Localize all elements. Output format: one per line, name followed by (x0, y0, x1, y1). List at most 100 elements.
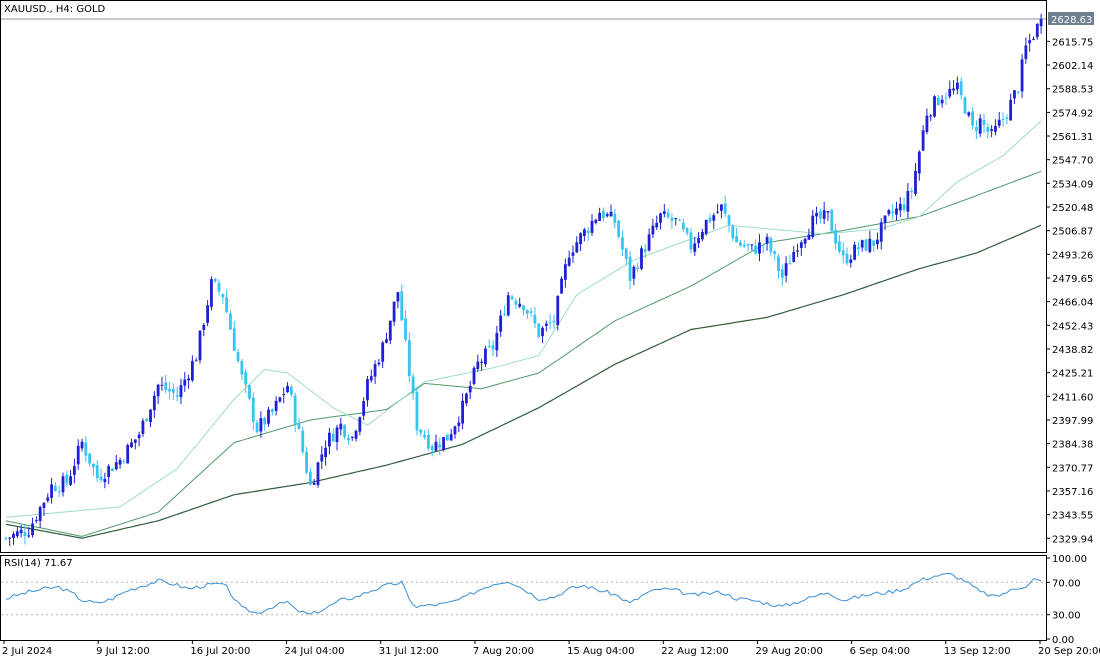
candle (807, 228, 811, 240)
candle (879, 218, 883, 250)
candle-body (830, 209, 834, 232)
time-axis-label: 6 Sep 04:00 (850, 646, 910, 657)
candle (712, 212, 716, 230)
candle (171, 383, 175, 401)
candle (575, 236, 579, 254)
candle-body (1005, 117, 1009, 119)
candle-body (788, 263, 792, 265)
candle-body (126, 444, 130, 464)
candle-body (697, 237, 700, 244)
candle-body (133, 439, 137, 443)
candle (289, 384, 293, 397)
time-axis-label: 31 Jul 12:00 (379, 646, 439, 657)
candle (445, 434, 449, 441)
candle (396, 292, 400, 309)
candle (959, 77, 963, 100)
candle (1020, 54, 1024, 98)
price-axis-label: 2370.77 (1052, 463, 1093, 474)
candle (225, 289, 229, 314)
candle-body (533, 314, 537, 324)
candle-body (575, 242, 579, 253)
candle-body (617, 220, 621, 237)
candle-body (267, 409, 270, 424)
candle-body (636, 267, 640, 270)
candle (476, 354, 480, 372)
candle (42, 502, 46, 516)
candle (1028, 33, 1032, 52)
candle (259, 411, 263, 438)
candle (586, 226, 590, 241)
candle (423, 430, 426, 440)
candle-body (419, 429, 423, 433)
candle (765, 233, 769, 251)
price-axis-label: 2506.87 (1052, 227, 1093, 238)
candle-body (510, 296, 514, 300)
candle-body (929, 115, 933, 117)
candle-body (548, 322, 552, 324)
candle-body (815, 212, 818, 217)
candle-body (442, 437, 445, 450)
candle-body (251, 397, 255, 422)
candle-body (366, 379, 369, 401)
candle-body (282, 394, 286, 396)
candle-body (640, 248, 643, 269)
candle (944, 92, 948, 105)
candle (974, 120, 978, 140)
candle (34, 516, 38, 523)
candle (145, 418, 149, 422)
candle-body (19, 529, 23, 534)
candle-body (347, 438, 350, 441)
candle (248, 384, 251, 401)
candle-body (404, 318, 407, 340)
candle-body (179, 385, 183, 398)
candle (940, 95, 944, 108)
candle (468, 380, 472, 400)
candle (80, 438, 84, 452)
candle-body (1028, 40, 1032, 44)
candle-body (381, 342, 385, 362)
candle (183, 371, 187, 392)
candle-body (632, 266, 636, 279)
candle-body (936, 97, 940, 106)
candle (636, 262, 640, 273)
candle-body (876, 239, 879, 245)
candle-body (95, 465, 99, 479)
candle-body (42, 502, 46, 508)
candle-body (350, 436, 354, 438)
candle-body (860, 240, 864, 248)
candle (640, 245, 643, 271)
candle (769, 236, 773, 256)
candle-body (202, 324, 206, 330)
candle (1016, 90, 1020, 95)
candle (522, 304, 525, 316)
candle-body (278, 397, 282, 402)
price-axis-label: 2384.38 (1052, 440, 1093, 451)
candle (449, 428, 453, 442)
candle-body (792, 251, 796, 262)
candle-body (708, 217, 712, 222)
candle-body (898, 203, 902, 211)
candle (156, 383, 160, 405)
candle-body (857, 247, 860, 250)
candle-body (449, 434, 453, 441)
time-axis-label: 13 Sep 12:00 (944, 646, 1011, 657)
candle-body (742, 244, 746, 247)
candle-body (990, 129, 994, 131)
candle-body (217, 282, 221, 292)
candle (963, 95, 967, 115)
candle-body (841, 250, 845, 256)
candle (803, 237, 807, 249)
candle (590, 214, 594, 236)
candle (107, 464, 111, 485)
candle-body (328, 432, 331, 447)
candle-body (457, 422, 461, 427)
candle (126, 443, 130, 464)
candle (788, 254, 792, 265)
candle (255, 419, 259, 434)
rsi-panel-frame (0, 555, 1047, 641)
time-axis-label: 24 Jul 04:00 (285, 646, 345, 657)
candle-body (343, 425, 347, 437)
candle (175, 386, 179, 402)
price-axis-label: 2438.82 (1052, 345, 1093, 356)
candle-body (834, 229, 837, 244)
